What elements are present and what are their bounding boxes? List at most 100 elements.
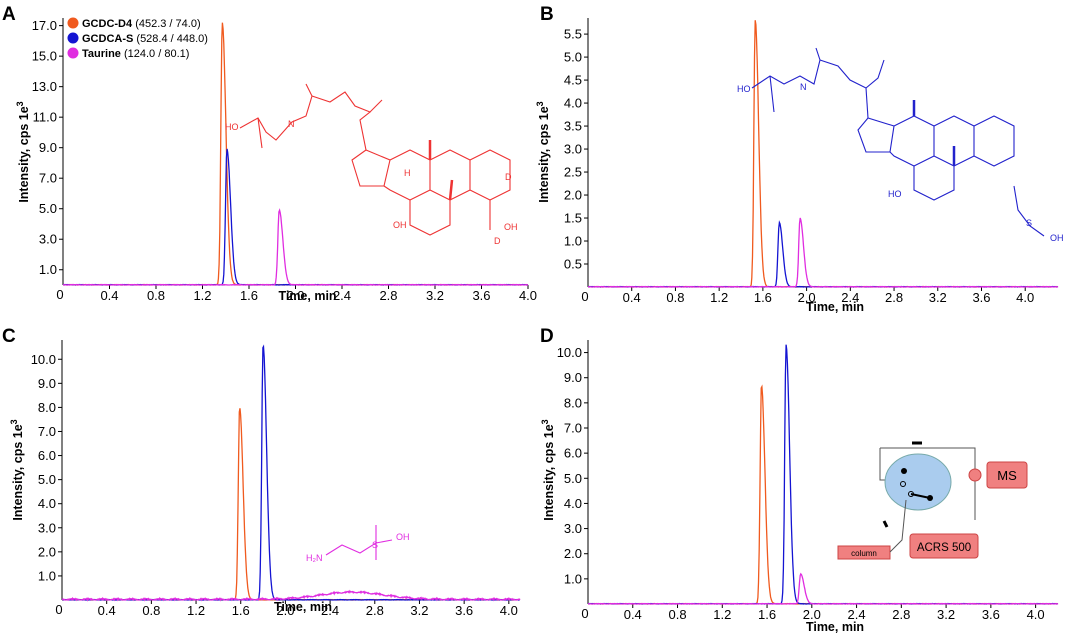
panel-a: A 0 0.4 0.8 1.2 1.6 2.0 2.4 2.8 3.2 3.6 4.0 1.0 3.0 5.… <box>2 4 537 303</box>
y-tick-label: 8.0 <box>38 400 56 415</box>
x-tick-label: 1.2 <box>193 288 211 303</box>
acrs-box <box>909 533 979 559</box>
x-tick-label: 3.2 <box>426 288 444 303</box>
svg-text:HO: HO <box>737 84 751 94</box>
y-tick-label: 3.0 <box>39 232 57 247</box>
svg-text:D: D <box>494 236 501 246</box>
y-tick-label: 5.0 <box>564 50 582 65</box>
x-tick-label: 1.2 <box>187 603 205 618</box>
y-tick-label: 1.0 <box>564 571 582 586</box>
y-tick-label: 7.0 <box>564 421 582 436</box>
instrument-diagram: MS ACRS 500 column <box>837 441 1028 560</box>
legend-marker-gcdca-s <box>67 32 79 44</box>
x-tick-label: 1.6 <box>240 288 258 303</box>
svg-text:HO: HO <box>225 122 239 132</box>
x-tick-label: 2.0 <box>798 290 816 305</box>
x-tick-label: 1.6 <box>754 290 772 305</box>
svg-text:S: S <box>1026 218 1032 228</box>
x-tick-label: 0.4 <box>623 290 641 305</box>
x-tick-label: 3.6 <box>972 290 990 305</box>
legend-item-gcdc-d4: GCDC-D4 (452.3 / 74.0) <box>82 18 201 30</box>
series-trace-gcdc-d4 <box>588 20 1059 288</box>
legend-item-gcdca-s: GCDCA-S (528.4 / 448.0) <box>82 33 208 45</box>
x-tick-label: 0 <box>581 289 588 304</box>
y-tick-label: 4.0 <box>564 496 582 511</box>
structure-taurine: H₂N S OH <box>306 525 410 563</box>
y-tick-label: 7.0 <box>38 424 56 439</box>
y-tick-label: 3.0 <box>38 520 56 535</box>
x-tick-label: 4.0 <box>1016 290 1034 305</box>
x-tick-label: 0.8 <box>668 607 686 622</box>
ms-label: MS <box>997 468 1017 483</box>
y-tick-label: 8.0 <box>564 395 582 410</box>
svg-text:OH: OH <box>396 532 410 542</box>
y-tick-label: 4.5 <box>564 73 582 88</box>
svg-text:H₂N: H₂N <box>306 553 323 563</box>
y-tick-label: 2.0 <box>564 188 582 203</box>
x-tick-label: 2.4 <box>333 288 351 303</box>
acrs-label: ACRS 500 <box>917 542 971 554</box>
series-trace-gcdca-s <box>61 344 521 601</box>
x-tick-label: 2.4 <box>841 290 859 305</box>
svg-text:H: H <box>404 168 411 178</box>
x-tick-label: 4.0 <box>500 603 518 618</box>
column-label: column <box>851 549 877 558</box>
y-tick-label: 3.0 <box>564 521 582 536</box>
x-tick-label: 2.8 <box>892 607 910 622</box>
svg-text:OH: OH <box>393 220 407 230</box>
series-trace-taurine <box>63 208 529 286</box>
x-tick-label: 2.0 <box>276 603 294 618</box>
x-axis-title: Time, min <box>274 600 332 614</box>
structure-gcdc-d4: HO N H D D OH OH <box>225 83 518 246</box>
x-tick-label: 1.2 <box>710 290 728 305</box>
panel-letter: A <box>2 4 16 25</box>
series-trace-taurine <box>587 572 1059 605</box>
y-tick-label: 17.0 <box>32 18 57 33</box>
x-tick-label: 0.4 <box>624 607 642 622</box>
y-tick-label: 11.0 <box>33 110 57 125</box>
y-tick-label: 7.0 <box>39 171 57 186</box>
svg-text:N: N <box>800 82 807 92</box>
x-tick-label: 1.6 <box>758 607 776 622</box>
y-tick-label: 1.5 <box>564 211 582 226</box>
x-tick-label: 3.2 <box>937 607 955 622</box>
chart-panels: A 0 0.4 0.8 1.2 1.6 2.0 2.4 2.8 3.2 3.6 4.0 1.0 3.0 5.… <box>2 4 1059 634</box>
panel-letter: D <box>540 326 554 347</box>
y-tick-label: 0.5 <box>564 257 582 272</box>
y-axis-title: Intensity, cps 1e3 <box>9 419 25 520</box>
y-tick-label: 9.0 <box>39 140 57 155</box>
ms-box <box>986 461 1028 489</box>
series-trace-gcdca-s <box>62 148 529 286</box>
x-tick-label: 0.4 <box>98 603 116 618</box>
y-tick-label: 2.5 <box>564 165 582 180</box>
series-trace-gcdc-d4 <box>62 408 521 601</box>
y-axis-title: Intensity, cps 1e3 <box>15 101 31 202</box>
y-tick-label: 3.5 <box>564 119 582 134</box>
x-tick-label: 0 <box>56 287 63 302</box>
legend-marker-gcdc-d4 <box>67 17 79 29</box>
y-tick-label: 15.0 <box>32 49 57 64</box>
panel-d: D 0 0.4 0.8 1.2 1.6 2.0 2.4 2.8 3.2 3.6 4.0 1.0 2.0 3.… <box>540 326 1059 634</box>
panel-letter: C <box>2 326 16 347</box>
x-tick-label: 2.0 <box>286 288 304 303</box>
x-tick-label: 4.0 <box>1027 607 1045 622</box>
svg-text:D: D <box>505 172 512 182</box>
y-tick-label: 5.0 <box>564 471 582 486</box>
structure-gcdca-s: HO N HO S OH <box>737 47 1064 243</box>
x-tick-label: 1.6 <box>232 603 250 618</box>
svg-text:S: S <box>372 540 378 550</box>
x-tick-label: 2.4 <box>848 607 866 622</box>
x-tick-label: 3.6 <box>455 603 473 618</box>
x-tick-label: 0.8 <box>147 288 165 303</box>
y-tick-label: 3.0 <box>564 142 582 157</box>
x-tick-label: 4.0 <box>519 288 537 303</box>
series-trace-taurine <box>61 589 521 602</box>
x-tick-label: 0 <box>581 606 588 621</box>
panel-c: C 0 0.4 0.8 1.2 1.6 2.0 2.4 2.8 3.2 3.6 4.0 1.0 2.0 3.… <box>2 326 521 618</box>
y-tick-label: 9.0 <box>564 370 582 385</box>
x-tick-label: 0.4 <box>100 288 118 303</box>
y-tick-label: 1.0 <box>564 234 582 249</box>
svg-text:N: N <box>288 119 295 129</box>
ms-status-icon <box>968 468 982 482</box>
svg-text:OH: OH <box>504 222 518 232</box>
